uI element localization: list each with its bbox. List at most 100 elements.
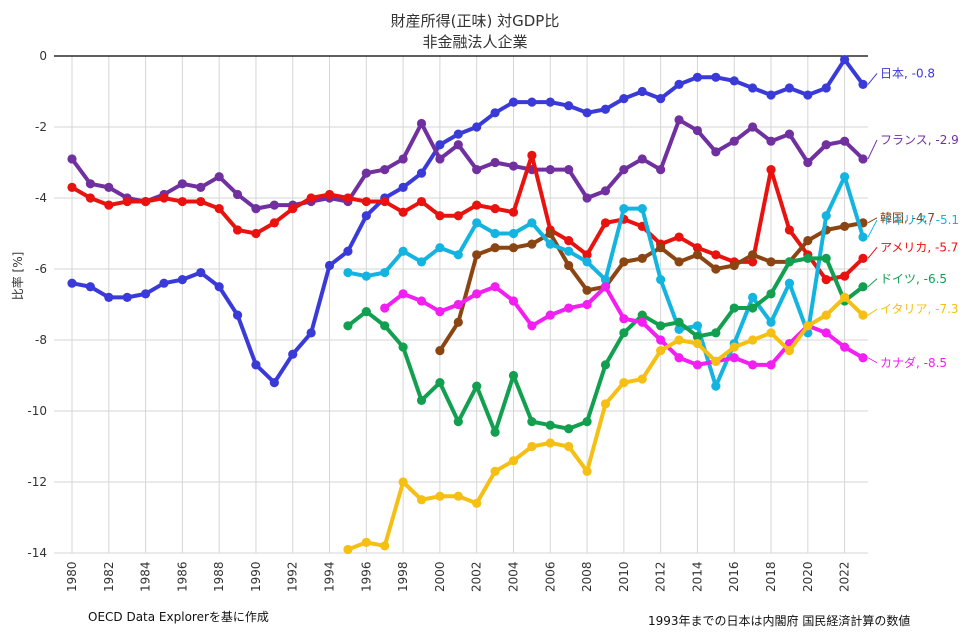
x-tick-label: 1994 (323, 561, 337, 592)
x-tick-label: 1982 (102, 561, 116, 592)
data-point (674, 353, 684, 363)
data-point (67, 154, 77, 164)
series-日本 (67, 54, 868, 388)
data-point (656, 243, 666, 253)
data-point (453, 250, 463, 260)
y-tick-label: -14 (27, 546, 47, 560)
data-point (343, 246, 353, 256)
data-point (821, 328, 831, 338)
data-point (564, 424, 574, 434)
data-point (269, 378, 279, 388)
data-point (508, 161, 519, 171)
data-point (656, 335, 666, 345)
data-point (545, 420, 555, 430)
data-point (508, 456, 519, 466)
data-point (729, 342, 739, 352)
data-point (122, 292, 132, 302)
data-point (453, 317, 463, 327)
data-point (343, 267, 353, 278)
data-point (582, 417, 592, 427)
data-point (380, 165, 390, 175)
label-leader (867, 247, 878, 259)
data-point (435, 307, 445, 317)
data-point (821, 83, 831, 93)
data-point (527, 97, 537, 107)
data-point (380, 303, 390, 313)
y-tick-label: -6 (35, 262, 47, 276)
data-point (472, 218, 482, 228)
data-point (508, 97, 519, 107)
data-point (729, 76, 739, 86)
x-tick-label: 2016 (727, 561, 741, 592)
x-tick-label: 2000 (433, 561, 447, 592)
data-point (564, 101, 574, 111)
data-point (545, 310, 555, 320)
data-point (766, 289, 776, 299)
label-leader (867, 278, 878, 288)
data-point (453, 140, 463, 150)
data-point (674, 335, 684, 345)
y-tick-label: -2 (35, 120, 47, 134)
data-point (784, 83, 795, 93)
label-leader (867, 73, 878, 85)
data-point (85, 179, 95, 189)
data-point (748, 303, 758, 313)
data-point (840, 54, 850, 65)
data-point (416, 296, 427, 306)
x-tick-label: 2022 (838, 561, 852, 592)
data-point (711, 147, 721, 157)
data-point (766, 165, 776, 175)
data-point (729, 353, 739, 363)
data-point (674, 115, 684, 125)
data-point (104, 182, 114, 192)
data-point (619, 378, 629, 388)
data-point (472, 381, 482, 391)
chart-title: 財産所得(正味) 対GDP比 (391, 12, 560, 30)
series-イタリア (343, 292, 868, 555)
data-point (177, 196, 187, 207)
data-point (490, 228, 500, 239)
data-point (398, 342, 408, 352)
data-point (840, 292, 850, 302)
data-point (545, 239, 555, 249)
series-アメリカ (67, 150, 868, 285)
series-ドイツ (343, 253, 868, 437)
data-point (324, 260, 335, 271)
data-point (472, 250, 482, 260)
data-point (269, 200, 279, 210)
data-point (564, 303, 574, 313)
data-point (453, 491, 463, 501)
y-tick-labels: 0 -2 -4 -6 -8 -10 -12 -14 (27, 49, 47, 560)
data-point (527, 321, 537, 331)
data-point (821, 310, 831, 320)
data-point (177, 179, 187, 189)
data-point (784, 225, 795, 235)
data-point (748, 122, 758, 132)
data-point (840, 271, 850, 281)
data-point (766, 317, 776, 327)
y-tick-label: -10 (27, 404, 47, 418)
x-tick-label: 2014 (690, 561, 704, 592)
series-label: イタリア, -7.3 (880, 302, 959, 316)
x-tick-label: 1984 (139, 561, 153, 592)
data-point (545, 97, 555, 107)
data-point (490, 466, 500, 476)
data-point (564, 260, 574, 271)
data-point (196, 182, 206, 192)
data-point (748, 335, 758, 345)
data-point (490, 108, 500, 118)
data-point (527, 239, 537, 249)
data-point (840, 221, 850, 231)
data-point (361, 271, 371, 281)
data-point (600, 104, 611, 114)
x-tick-label: 1996 (359, 561, 373, 592)
data-point (361, 196, 371, 207)
data-point (196, 267, 206, 278)
data-point (858, 310, 868, 320)
data-point (435, 243, 445, 253)
data-point (656, 321, 666, 331)
label-leader (867, 139, 878, 160)
data-point (416, 395, 427, 405)
series-label: カナダ, -8.5 (880, 355, 947, 370)
data-point (527, 441, 537, 452)
